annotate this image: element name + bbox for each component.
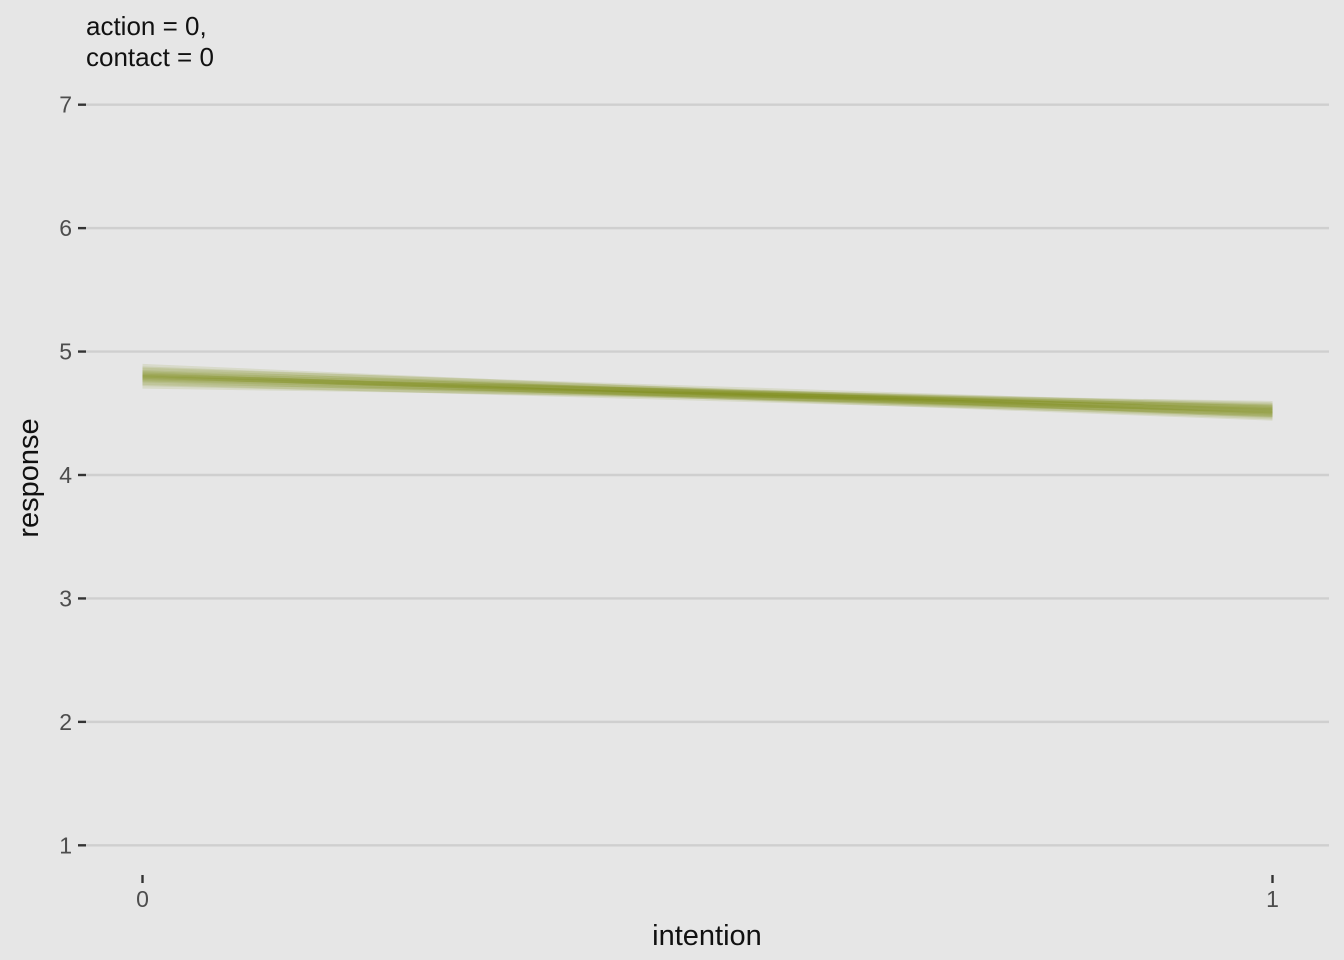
posterior-line-18	[142, 376, 1273, 415]
facet-title-line-1: action = 0,	[86, 11, 207, 41]
x-tick-label-0: 0	[136, 886, 149, 912]
y-tick-label-3: 3	[59, 585, 72, 611]
y-axis: 1 2 3 4 5 6 7	[59, 92, 86, 858]
gridlines	[86, 103, 1329, 847]
x-tick-label-1: 1	[1266, 886, 1279, 912]
posterior-line-4	[142, 371, 1273, 420]
posterior-line-1	[142, 373, 1273, 414]
posterior-line-7	[142, 381, 1273, 413]
posterior-line-11	[142, 377, 1273, 416]
posterior-line-13	[142, 383, 1273, 406]
posterior-line-16	[142, 379, 1273, 418]
posterior-line-12	[142, 363, 1273, 419]
posterior-lines	[142, 363, 1273, 421]
y-tick-label-2: 2	[59, 709, 72, 735]
posterior-line-6	[142, 366, 1273, 415]
x-axis-title: intention	[652, 920, 762, 952]
posterior-line-10	[142, 370, 1273, 411]
posterior-line-2	[142, 368, 1273, 418]
y-tick-label-5: 5	[59, 339, 72, 365]
y-axis-title: response	[13, 418, 45, 537]
posterior-line-9	[142, 374, 1273, 409]
y-tick-label-6: 6	[59, 215, 72, 241]
posterior-line-20	[142, 374, 1273, 416]
facet-title-line-2: contact = 0	[86, 42, 214, 72]
posterior-line-8	[142, 372, 1273, 421]
y-tick-label-4: 4	[59, 462, 72, 488]
posterior-line-5	[142, 376, 1273, 408]
posterior-line-14	[142, 373, 1273, 413]
posterior-line-17	[142, 371, 1273, 414]
posterior-line-3	[142, 378, 1273, 410]
y-tick-label-1: 1	[59, 832, 72, 858]
posterior-line-15	[142, 367, 1273, 410]
posterior-line-19	[142, 372, 1273, 411]
y-tick-label-7: 7	[59, 92, 72, 118]
